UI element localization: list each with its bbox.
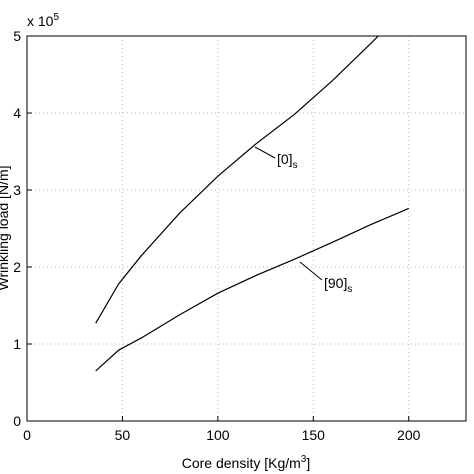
leader-line xyxy=(299,261,323,281)
y-tick-label: 5 xyxy=(13,28,21,44)
y-tick-label: 3 xyxy=(13,182,21,198)
leader-line xyxy=(254,146,276,159)
y-tick-label: 2 xyxy=(13,259,21,275)
axes-box xyxy=(26,35,467,422)
y-tick-label: 0 xyxy=(13,413,21,429)
x-tick-label: 150 xyxy=(302,427,326,443)
series-label: [90]s xyxy=(324,275,352,295)
y-tick-label: 4 xyxy=(13,105,21,121)
x-tick-label: 0 xyxy=(23,427,31,443)
x-tick-label: 50 xyxy=(115,427,131,443)
plot-area xyxy=(95,36,409,372)
series-line xyxy=(95,36,380,324)
multiplier: x 105 xyxy=(27,12,59,29)
y-axis-label: Wrinkling load [N/m] xyxy=(0,165,11,290)
x-tick-label: 200 xyxy=(397,427,421,443)
x-tick-label: 100 xyxy=(206,427,230,443)
series-label: [0]s xyxy=(277,151,298,171)
y-tick-label: 1 xyxy=(13,336,21,352)
grid xyxy=(26,35,466,422)
x-axis-label: Core density [Kg/m3] xyxy=(182,454,311,471)
series-line xyxy=(95,207,409,372)
